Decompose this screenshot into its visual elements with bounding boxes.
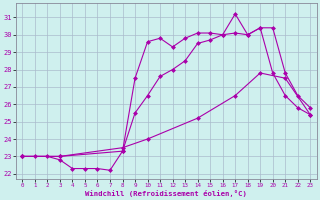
X-axis label: Windchill (Refroidissement éolien,°C): Windchill (Refroidissement éolien,°C) xyxy=(85,190,247,197)
